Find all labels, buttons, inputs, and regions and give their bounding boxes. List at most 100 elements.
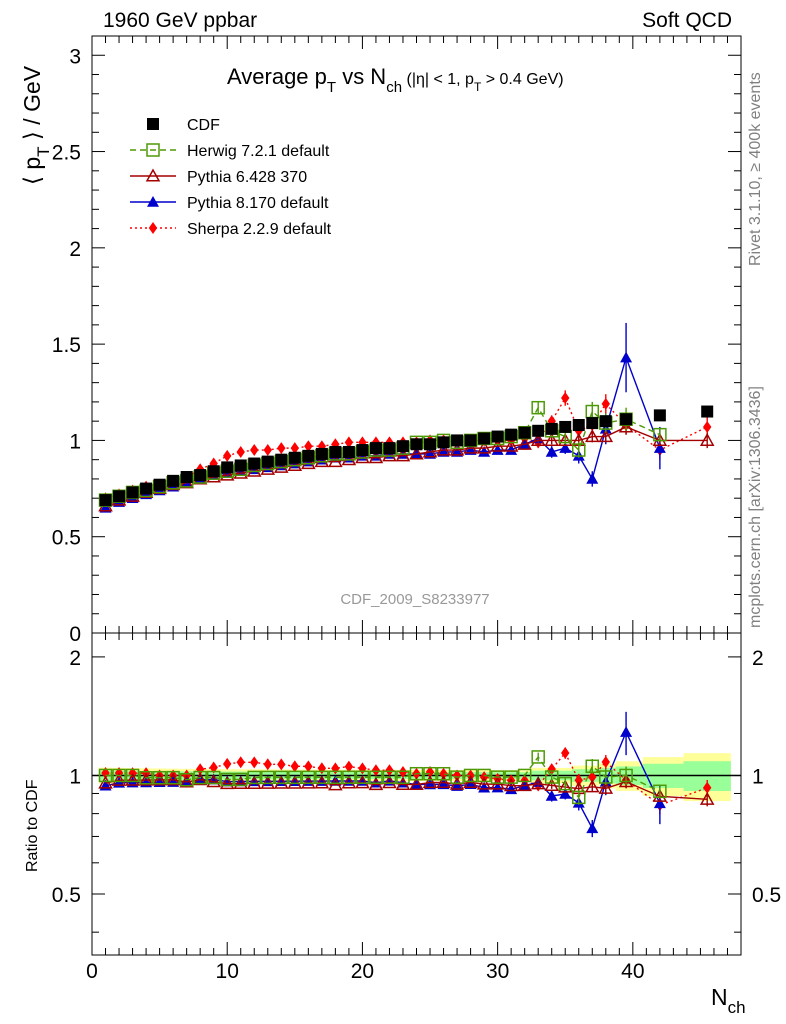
data-point — [341, 452, 357, 466]
data-point — [574, 774, 583, 787]
data-point — [559, 788, 572, 799]
data-point — [531, 400, 545, 415]
data-point — [234, 459, 247, 472]
series-line — [105, 406, 661, 501]
data-point — [464, 778, 477, 790]
data-point — [179, 772, 194, 787]
data-point — [209, 761, 218, 774]
data-point — [371, 764, 381, 777]
y-tick-label: 1.5 — [52, 334, 81, 357]
data-point — [653, 797, 666, 809]
data-point — [180, 471, 193, 484]
data-point — [344, 760, 354, 773]
data-point — [422, 775, 438, 789]
data-point — [125, 768, 140, 783]
data-point — [436, 442, 451, 456]
y-tick-label: 1 — [69, 430, 81, 453]
data-point — [288, 770, 302, 785]
data-point — [209, 457, 218, 470]
data-point — [439, 767, 448, 780]
data-point — [490, 770, 505, 784]
data-point — [275, 453, 288, 466]
data-point — [452, 769, 462, 782]
data-point — [148, 222, 158, 234]
data-point — [517, 768, 532, 783]
data-point — [599, 415, 612, 428]
data-point — [146, 143, 160, 157]
data-point — [491, 430, 504, 443]
data-point — [620, 351, 633, 363]
ratio-y-axis-label: Ratio to CDF — [24, 779, 41, 872]
ratio-y-tick-label: 2 — [69, 647, 81, 670]
data-point — [287, 457, 303, 472]
data-point — [341, 775, 357, 789]
data-point — [248, 457, 261, 470]
data-point — [236, 756, 245, 769]
data-point — [219, 467, 235, 481]
data-point — [504, 770, 518, 784]
data-point — [233, 772, 248, 787]
legend-label: Pythia 8.170 default — [187, 195, 329, 212]
y-tick-label: 0 — [69, 623, 81, 646]
legend-label: Sherpa 2.2.9 default — [187, 221, 332, 238]
data-point — [409, 766, 424, 781]
data-point — [147, 196, 159, 207]
data-point — [206, 770, 221, 785]
data-point — [328, 770, 343, 785]
data-point — [545, 445, 558, 457]
data-point — [478, 432, 491, 445]
data-point — [382, 770, 397, 784]
data-point — [559, 442, 572, 453]
y-tick-label: 2 — [69, 238, 81, 261]
data-point — [619, 768, 633, 783]
data-point — [464, 444, 477, 455]
data-point — [314, 775, 330, 789]
data-point — [99, 494, 112, 507]
data-point — [557, 779, 573, 793]
data-point — [545, 422, 558, 435]
data-point — [530, 432, 546, 446]
x-tick-label: 0 — [86, 960, 98, 983]
data-point — [478, 781, 491, 793]
data-point — [436, 774, 451, 789]
data-point — [125, 772, 140, 786]
ratio-y-tick-label-right: 0.5 — [752, 884, 781, 907]
data-point — [342, 445, 355, 458]
data-point — [207, 465, 220, 478]
header-right: Soft QCD — [642, 9, 732, 32]
ratio-y-tick-label: 1 — [69, 765, 81, 788]
data-point — [531, 750, 545, 764]
data-point — [260, 461, 276, 475]
data-point — [290, 442, 300, 455]
data-point — [167, 474, 180, 487]
data-point — [699, 432, 715, 446]
data-point — [147, 118, 159, 130]
data-point — [98, 768, 113, 783]
data-point — [219, 776, 235, 790]
data-point — [702, 781, 712, 794]
data-point — [598, 780, 614, 794]
data-point — [652, 788, 668, 802]
series-line — [105, 396, 708, 499]
data-point — [491, 781, 504, 793]
data-point — [437, 778, 450, 790]
data-point — [290, 760, 300, 773]
data-point — [138, 772, 154, 786]
data-point — [368, 777, 384, 791]
data-point — [424, 778, 437, 790]
data-point — [139, 770, 153, 785]
data-point — [344, 436, 354, 449]
data-point — [396, 440, 409, 453]
data-point — [98, 775, 113, 789]
data-point — [179, 774, 194, 788]
data-point — [409, 446, 424, 460]
x-axis-label: Nch — [711, 984, 746, 1017]
data-point — [126, 486, 139, 499]
data-point — [584, 779, 600, 793]
data-point — [342, 770, 356, 785]
data-point — [369, 770, 383, 784]
header-left: 1960 GeV ppbar — [103, 9, 258, 32]
data-point — [304, 760, 313, 773]
data-point — [355, 770, 370, 785]
data-point — [505, 444, 518, 455]
